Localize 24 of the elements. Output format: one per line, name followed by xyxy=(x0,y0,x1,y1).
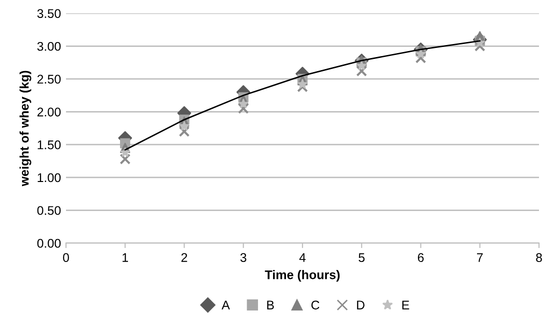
x-tick-label: 0 xyxy=(63,253,69,262)
y-tick-label: 0.00 xyxy=(37,238,61,248)
x-axis-title: Time (hours) xyxy=(264,270,340,282)
x-tick-label: 2 xyxy=(181,253,188,262)
legend-label: E xyxy=(402,300,410,310)
legend-label: B xyxy=(267,300,274,310)
y-tick-label: 2.00 xyxy=(37,108,61,116)
x-tick-label: 8 xyxy=(536,253,542,262)
y-tick-label: 3.50 xyxy=(37,9,61,18)
x-tick-label: 1 xyxy=(122,253,128,262)
x-tick-label: 4 xyxy=(299,253,306,262)
y-tick-label: 1.50 xyxy=(38,140,61,150)
y-tick-label: 1.00 xyxy=(38,173,61,182)
y-axis-title: weight of whey (kg) xyxy=(20,70,32,186)
x-tick-label: 7 xyxy=(477,253,483,262)
legend-label: C xyxy=(311,300,320,310)
x-tick-label: 6 xyxy=(418,253,424,262)
y-tick-label: 3.00 xyxy=(37,42,61,51)
y-tick-label: 0.50 xyxy=(37,206,61,215)
legend-label: D xyxy=(357,300,364,310)
y-tick-label: 2.50 xyxy=(37,74,61,84)
x-tick-label: 5 xyxy=(358,253,365,262)
x-tick-label: 3 xyxy=(240,253,246,262)
legend-label: A xyxy=(222,300,230,310)
